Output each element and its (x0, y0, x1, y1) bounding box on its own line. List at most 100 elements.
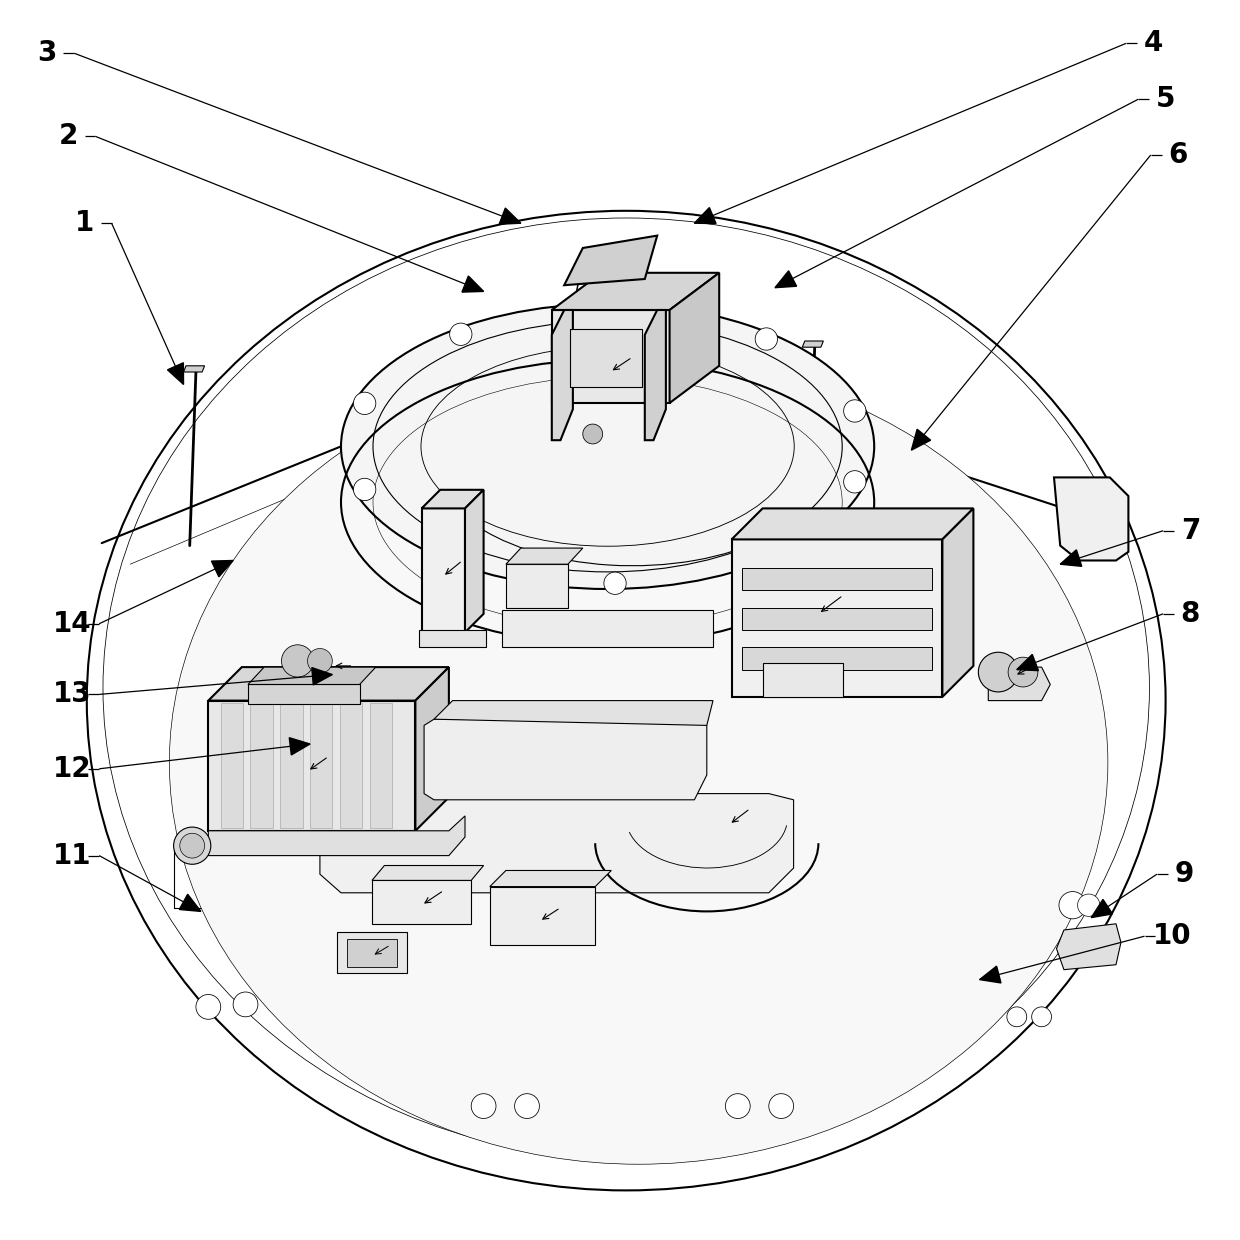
Polygon shape (564, 236, 657, 285)
Polygon shape (465, 490, 484, 632)
Polygon shape (732, 539, 942, 697)
Circle shape (725, 1094, 750, 1118)
Text: 1: 1 (74, 210, 94, 237)
Polygon shape (552, 310, 573, 440)
Polygon shape (775, 270, 796, 288)
Circle shape (233, 992, 258, 1017)
Polygon shape (490, 887, 595, 945)
Text: 3: 3 (37, 40, 57, 67)
Text: 13: 13 (52, 681, 92, 708)
Text: 6: 6 (1168, 141, 1188, 169)
Text: 12: 12 (52, 755, 92, 782)
Ellipse shape (87, 211, 1166, 1190)
Polygon shape (180, 894, 201, 911)
Text: 14: 14 (52, 610, 92, 637)
Ellipse shape (341, 304, 874, 589)
Circle shape (281, 645, 314, 677)
Circle shape (1032, 1007, 1052, 1027)
Text: 4: 4 (1143, 30, 1163, 57)
Polygon shape (289, 738, 310, 755)
Polygon shape (208, 816, 465, 856)
Polygon shape (208, 701, 415, 831)
Circle shape (755, 327, 777, 350)
Polygon shape (415, 667, 449, 831)
Polygon shape (988, 667, 1050, 701)
Polygon shape (463, 277, 484, 293)
Polygon shape (310, 703, 332, 828)
Circle shape (196, 994, 221, 1019)
Polygon shape (250, 703, 273, 828)
Text: 2: 2 (58, 123, 78, 150)
Text: 11: 11 (52, 842, 92, 869)
Polygon shape (1060, 549, 1081, 567)
Circle shape (843, 399, 866, 422)
Polygon shape (506, 564, 568, 608)
Polygon shape (372, 866, 484, 880)
Polygon shape (212, 560, 233, 577)
Polygon shape (506, 548, 583, 564)
Polygon shape (911, 429, 931, 450)
Polygon shape (370, 703, 392, 828)
Polygon shape (1091, 899, 1112, 918)
Circle shape (978, 652, 1018, 692)
Polygon shape (1056, 924, 1121, 970)
Text: 7: 7 (1180, 517, 1200, 544)
Circle shape (1008, 657, 1038, 687)
Polygon shape (337, 932, 407, 973)
Polygon shape (645, 310, 666, 440)
Polygon shape (434, 701, 713, 725)
Polygon shape (347, 939, 397, 967)
Polygon shape (802, 341, 823, 347)
Circle shape (515, 1094, 539, 1118)
Circle shape (450, 547, 472, 569)
Polygon shape (942, 508, 973, 697)
Polygon shape (742, 568, 932, 590)
Polygon shape (980, 966, 1001, 983)
Polygon shape (167, 363, 184, 384)
Polygon shape (340, 703, 362, 828)
Polygon shape (208, 667, 449, 701)
Polygon shape (552, 273, 719, 310)
Circle shape (755, 543, 777, 565)
Circle shape (1078, 894, 1100, 916)
Polygon shape (320, 794, 794, 893)
Polygon shape (311, 667, 332, 684)
Circle shape (353, 479, 376, 501)
Polygon shape (422, 508, 465, 632)
Polygon shape (372, 880, 471, 924)
Polygon shape (424, 719, 707, 800)
Polygon shape (763, 663, 843, 697)
Polygon shape (1054, 477, 1128, 560)
Polygon shape (742, 608, 932, 630)
Text: 5: 5 (1156, 86, 1176, 113)
Circle shape (604, 299, 626, 321)
Circle shape (450, 324, 472, 346)
Polygon shape (500, 208, 521, 224)
Circle shape (1007, 1007, 1027, 1027)
Polygon shape (221, 703, 243, 828)
Polygon shape (502, 610, 713, 647)
Circle shape (180, 833, 205, 858)
Polygon shape (280, 703, 303, 828)
Text: 9: 9 (1174, 861, 1194, 888)
Circle shape (308, 649, 332, 673)
Circle shape (1059, 892, 1086, 919)
Circle shape (583, 424, 603, 444)
Text: 8: 8 (1180, 600, 1200, 627)
Circle shape (174, 827, 211, 864)
Polygon shape (422, 490, 484, 508)
Polygon shape (248, 667, 376, 684)
Polygon shape (694, 207, 715, 223)
Polygon shape (1017, 655, 1038, 671)
Polygon shape (552, 310, 670, 403)
Polygon shape (670, 273, 719, 403)
Circle shape (843, 471, 866, 494)
Ellipse shape (170, 361, 1107, 1164)
Circle shape (353, 392, 376, 414)
Text: 10: 10 (1152, 923, 1192, 950)
Circle shape (471, 1094, 496, 1118)
Polygon shape (570, 329, 642, 387)
Circle shape (769, 1094, 794, 1118)
Polygon shape (742, 647, 932, 670)
Polygon shape (732, 508, 973, 539)
